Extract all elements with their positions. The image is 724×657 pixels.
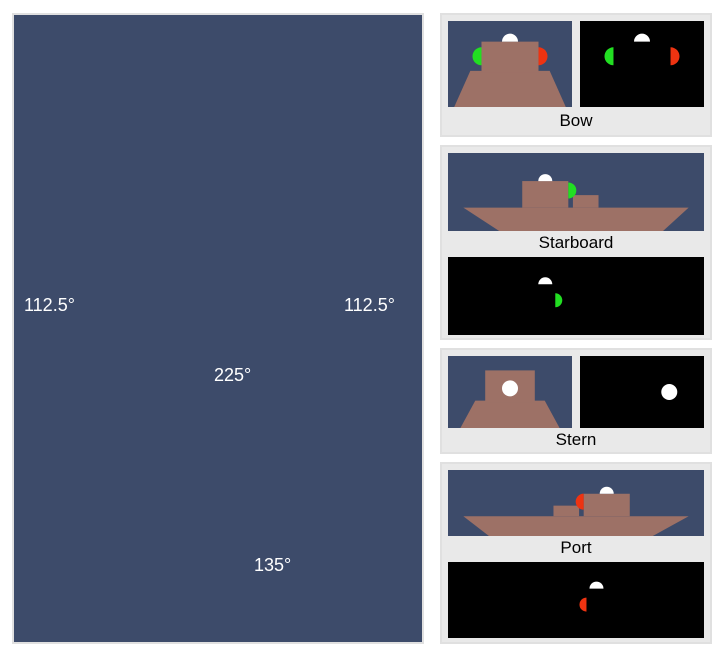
starboard-panel: Starboard: [440, 145, 712, 340]
bow-label: Bow: [442, 111, 710, 131]
starboard-label: Starboard: [442, 233, 710, 253]
port-label: Port: [442, 538, 710, 558]
stern-label: Stern: [442, 430, 710, 450]
stern-angle-label: 135°: [254, 555, 291, 576]
bow-panel: Bow: [440, 13, 712, 137]
starboard-angle-label: 112.5°: [344, 295, 395, 316]
stern-panel: Stern: [440, 348, 712, 454]
main-diagram: 112.5° 112.5° 225° 135°: [12, 13, 424, 644]
port-angle-label: 112.5°: [24, 295, 75, 316]
port-panel: Port: [440, 462, 712, 644]
mast-angle-label: 225°: [214, 365, 251, 386]
